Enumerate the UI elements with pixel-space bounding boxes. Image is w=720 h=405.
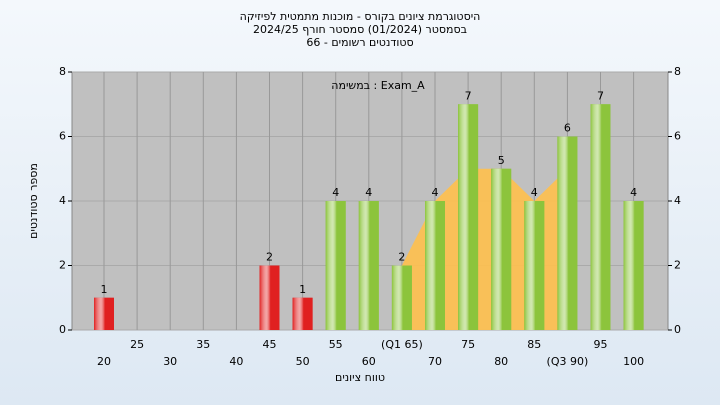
bar-shade <box>458 104 479 330</box>
bar-shade <box>94 297 114 330</box>
y-axis-label: מספר סטודנטים <box>27 163 40 239</box>
bar-shade <box>358 201 379 330</box>
y2-tick-label: 4 <box>674 194 681 207</box>
bar-shade <box>391 265 412 330</box>
x-tick-label: 40 <box>229 355 243 368</box>
x-tick-label: (Q3 90) <box>547 355 589 368</box>
y-tick-label: 8 <box>59 65 66 78</box>
data-label: 2 <box>266 251 273 264</box>
bar-shade <box>557 136 578 330</box>
bar-shade <box>524 201 545 330</box>
y2-tick-label: 0 <box>674 323 681 336</box>
y2-tick-label: 2 <box>674 259 681 272</box>
data-label: 1 <box>299 283 306 296</box>
x-axis-label: טווח ציונים <box>335 371 385 384</box>
x-tick-label: 30 <box>163 355 177 368</box>
data-label: 4 <box>332 186 339 199</box>
bar-shade <box>425 201 445 330</box>
x-tick-label: 60 <box>362 355 376 368</box>
data-label: 4 <box>630 186 637 199</box>
y-tick-label: 4 <box>59 194 66 207</box>
annotation: במשימה : Exam_A <box>331 79 425 92</box>
bar-shade <box>325 201 346 330</box>
bar-shade <box>292 297 313 330</box>
y2-tick-label: 6 <box>674 130 681 143</box>
bar-shade <box>590 104 611 330</box>
x-tick-label: (Q1 65) <box>381 338 423 351</box>
chart-subtitle: בסמסטר (01/2024) סמסטר חורף 2024/25 <box>253 23 467 36</box>
data-label: 5 <box>498 154 505 167</box>
x-tick-label: 80 <box>494 355 508 368</box>
chart-subtitle: סטודנטים רשומים - 66 <box>306 36 413 49</box>
x-tick-label: 55 <box>329 338 343 351</box>
y2-tick-label: 8 <box>674 65 681 78</box>
data-label: 2 <box>398 251 405 264</box>
y-tick-label: 2 <box>59 259 66 272</box>
data-label: 1 <box>101 283 108 296</box>
x-tick-label: 75 <box>461 338 475 351</box>
x-tick-label: 50 <box>296 355 310 368</box>
x-tick-label: 70 <box>428 355 442 368</box>
bar-shade <box>623 201 644 330</box>
x-tick-label: 45 <box>263 338 277 351</box>
x-tick-label: 85 <box>527 338 541 351</box>
x-tick-label: 20 <box>97 355 111 368</box>
data-label: 4 <box>531 186 538 199</box>
data-label: 7 <box>597 89 604 102</box>
x-tick-label: 95 <box>594 338 608 351</box>
bar-shade <box>259 265 280 330</box>
x-tick-label: 25 <box>130 338 144 351</box>
data-label: 6 <box>564 122 571 135</box>
bar-shade <box>491 168 512 330</box>
y-tick-label: 0 <box>59 323 66 336</box>
y-tick-label: 6 <box>59 130 66 143</box>
data-label: 4 <box>365 186 372 199</box>
data-label: 7 <box>465 89 472 102</box>
x-tick-label: 35 <box>196 338 210 351</box>
chart-title: היסטוגרמת ציונים בקורס - מוכנות מתמטית ל… <box>240 10 481 23</box>
x-tick-label: 100 <box>623 355 644 368</box>
data-label: 4 <box>432 186 439 199</box>
